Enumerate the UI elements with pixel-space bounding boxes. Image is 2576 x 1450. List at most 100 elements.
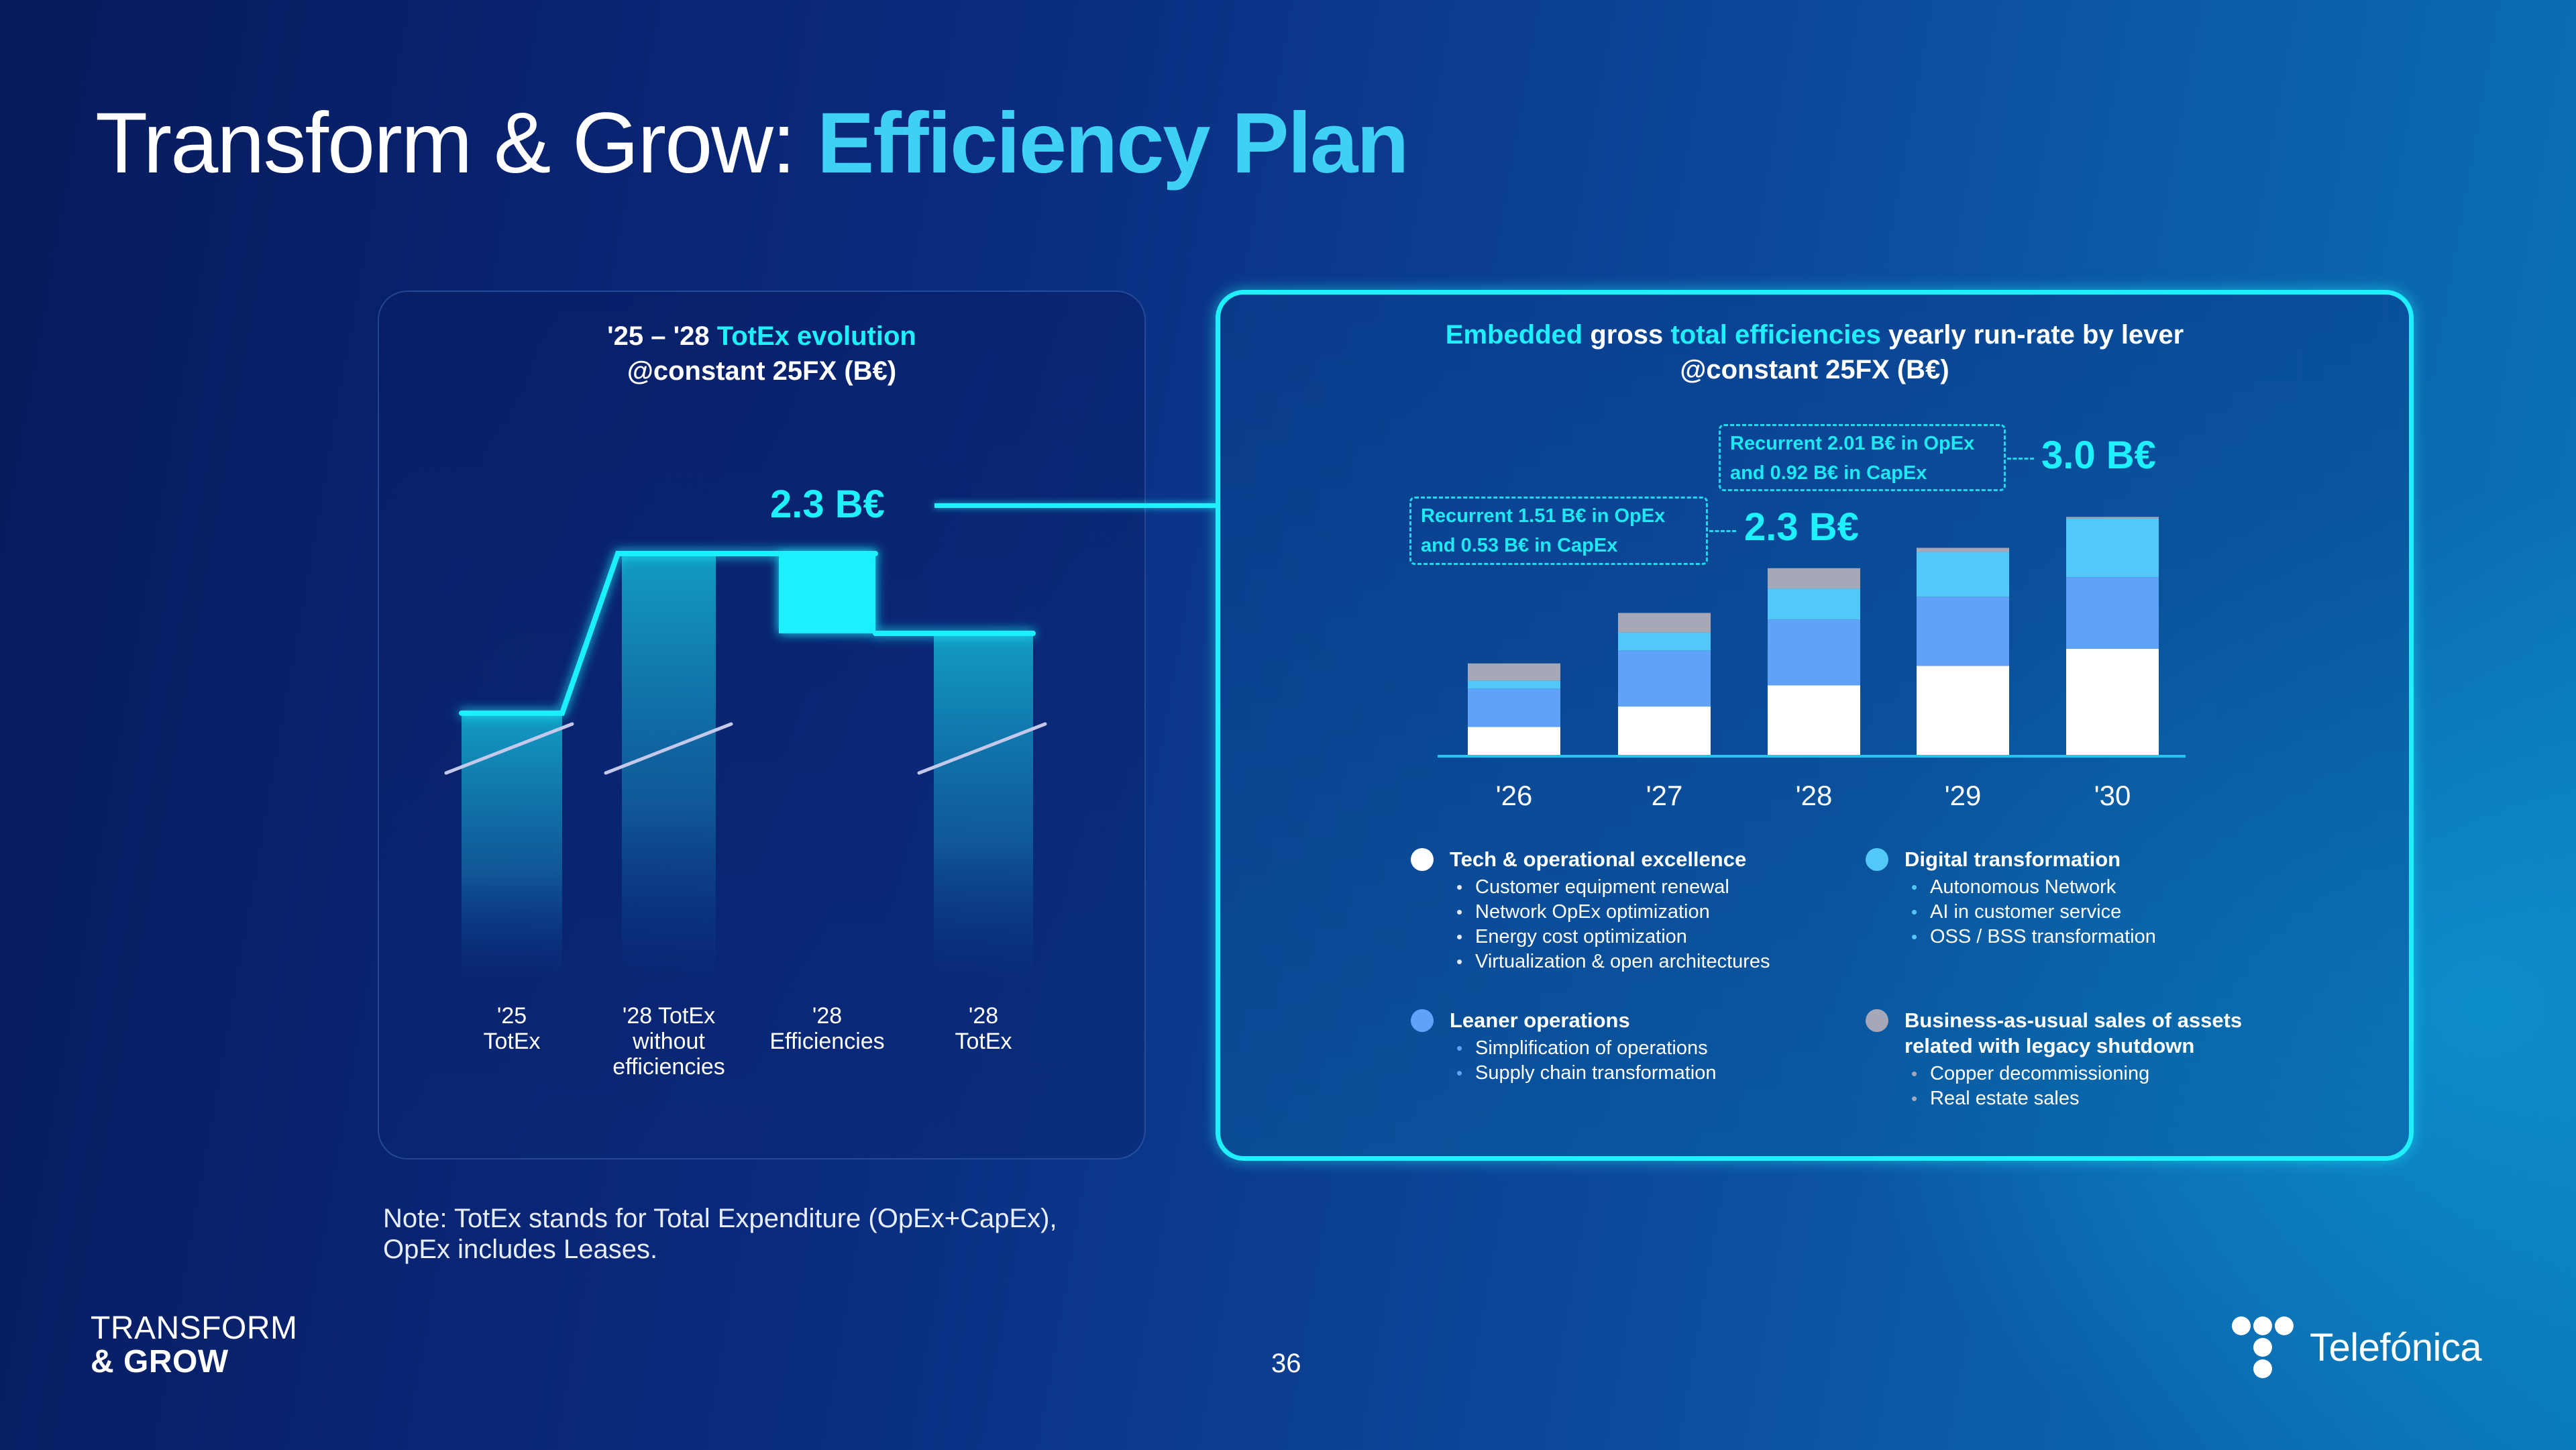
waterfall-category-label-line: without	[633, 1029, 705, 1054]
telefonica-dots-logo-icon	[2232, 1316, 2294, 1378]
waterfall-outline	[459, 551, 1036, 716]
waterfall-efficiency-bar	[779, 554, 875, 633]
legend-item-text: Copper decommissioning	[1930, 1063, 2150, 1084]
bullet-icon: •	[1911, 877, 1918, 897]
legend-item: • Real estate sales	[1911, 1086, 2295, 1111]
legend-item: • Simplification of operations	[1456, 1036, 1840, 1061]
bar-segment	[1618, 613, 1711, 633]
totex-title-subtitle: @constant 25FX (B€)	[627, 356, 897, 386]
bar-segment	[1618, 632, 1711, 651]
waterfall-category-label-line: '28	[812, 1003, 843, 1029]
waterfall-category-label: '28 Efficiencies	[727, 1003, 928, 1054]
x-tick-label: '29	[1945, 780, 1982, 811]
bullet-icon: •	[1456, 877, 1463, 897]
legend-item-text: Simplification of operations	[1475, 1037, 1708, 1059]
efficiencies-stacked-bar-chart: '26 '27 '28 '29 '30	[1438, 517, 2186, 811]
x-tick-label: '30	[2094, 780, 2131, 811]
bullet-icon: •	[1911, 927, 1918, 947]
legend-item: • Energy cost optimization	[1456, 925, 1840, 949]
legend-item: • Supply chain transformation	[1456, 1061, 1840, 1086]
bar-segment	[1917, 548, 2009, 552]
legend-item: • Autonomous Network	[1911, 875, 2295, 900]
callout-2030-leader	[2007, 458, 2034, 460]
axis-break-mark	[917, 722, 1047, 775]
callout-2028-capex: and 0.53 B€ in CapEx	[1421, 535, 1618, 556]
callout-2030-opex: Recurrent 2.01 B€ in OpEx	[1730, 433, 1975, 454]
bar-segment	[1468, 680, 1560, 689]
waterfall-category-label-line: TotEx	[483, 1029, 541, 1054]
waterfall-category-label: '25 TotEx	[411, 1003, 612, 1054]
waterfall-category-label-line: efficiencies	[612, 1054, 725, 1080]
waterfall-category-label-line: '25	[496, 1003, 527, 1029]
bar-segment	[1618, 650, 1711, 707]
title-part-total-efficiencies: total efficiencies	[1670, 320, 1881, 350]
legend-dot-icon	[1411, 1009, 1434, 1032]
callout-2028-breakdown: Recurrent 1.51 B€ in OpEx and 0.53 B€ in…	[1409, 497, 1708, 565]
bar-segment	[1917, 552, 2009, 597]
bar-segment	[1768, 588, 1860, 620]
panel-connector-line	[934, 503, 1216, 508]
legend-item: • AI in customer service	[1911, 900, 2295, 925]
efficiencies-title-subtitle: @constant 25FX (B€)	[1680, 355, 1949, 384]
legend-dot-icon	[1866, 1009, 1888, 1032]
bar-segment	[1468, 727, 1560, 756]
bullet-icon: •	[1456, 1063, 1463, 1083]
x-tick-label: '26	[1496, 780, 1533, 811]
bar-segment	[1618, 707, 1711, 756]
axis-break-mark	[604, 722, 733, 775]
waterfall-category-label-line: TotEx	[955, 1029, 1012, 1054]
stacked-bar	[1917, 548, 2009, 756]
bar-segment	[2066, 518, 2159, 578]
title-prefix: Transform & Grow:	[95, 95, 796, 191]
totex-title-highlight: TotEx evolution	[716, 321, 916, 351]
bar-segment	[2066, 577, 2159, 649]
legend-item-text: Autonomous Network	[1930, 876, 2116, 898]
bar-segment	[1917, 666, 2009, 756]
bullet-icon: •	[1911, 1088, 1918, 1108]
axis-break-mark	[444, 722, 574, 775]
legend-title: Tech & operational excellence	[1450, 847, 1747, 871]
legend-item: • OSS / BSS transformation	[1911, 925, 2295, 949]
title-part-run-rate: yearly run-rate by lever	[1888, 320, 2184, 350]
stacked-bar	[2066, 517, 2159, 756]
bullet-icon: •	[1911, 902, 1918, 922]
legend-tech-operational-excellence: Tech & operational excellence • Customer …	[1411, 847, 1840, 974]
x-tick-label: '27	[1646, 780, 1683, 811]
footnote: Note: TotEx stands for Total Expenditure…	[383, 1203, 1057, 1265]
legend-title: Business-as-usual sales of assets relate…	[1904, 1008, 2243, 1057]
title-highlight: Efficiency Plan	[816, 95, 1409, 191]
title-part-gross: gross	[1590, 320, 1664, 350]
bullet-icon: •	[1456, 902, 1463, 922]
efficiency-value-label: 2.3 B€	[770, 482, 885, 526]
footnote-line-1: Note: TotEx stands for Total Expenditure…	[383, 1204, 1057, 1233]
legend-title: Leaner operations	[1450, 1008, 1630, 1032]
legend-dot-icon	[1411, 848, 1434, 871]
waterfall-bar	[462, 713, 562, 980]
legend-item-text: Energy cost optimization	[1475, 926, 1687, 947]
bullet-icon: •	[1911, 1064, 1918, 1084]
telefonica-logo: Telefónica	[2231, 1315, 2482, 1380]
bullet-icon: •	[1456, 927, 1463, 947]
callout-2030-capex: and 0.92 B€ in CapEx	[1730, 462, 1927, 484]
legend-item-text: Network OpEx optimization	[1475, 901, 1710, 923]
waterfall-bar	[622, 554, 716, 980]
bar-segment	[1768, 685, 1860, 756]
callout-2028-opex: Recurrent 1.51 B€ in OpEx	[1421, 505, 1666, 527]
page-title: Transform & Grow: Efficiency Plan	[95, 101, 1409, 187]
waterfall-category-label-line: '28 TotEx	[622, 1003, 716, 1029]
legend-bau-asset-sales: Business-as-usual sales of assets relate…	[1866, 1008, 2295, 1111]
logo-wordmark: Telefónica	[2310, 1325, 2482, 1369]
total-2028-label: 2.3 B€	[1744, 505, 1859, 549]
totex-title-years: '25 – '28	[607, 321, 710, 351]
callout-2028-leader	[1709, 530, 1736, 532]
stacked-bar	[1768, 568, 1860, 756]
waterfall-bar	[934, 633, 1033, 980]
legend-item-text: Customer equipment renewal	[1475, 876, 1729, 898]
bar-segment	[1768, 568, 1860, 589]
bullet-icon: •	[1456, 951, 1463, 972]
page-number: 36	[1271, 1349, 1301, 1378]
bar-segment	[2066, 517, 2159, 519]
legend-item: • Virtualization & open architectures	[1456, 949, 1840, 974]
efficiencies-chart-title: Embedded gross total efficiencies yearly…	[1216, 317, 2414, 387]
waterfall-category-label: '28 TotEx	[883, 1003, 1084, 1054]
